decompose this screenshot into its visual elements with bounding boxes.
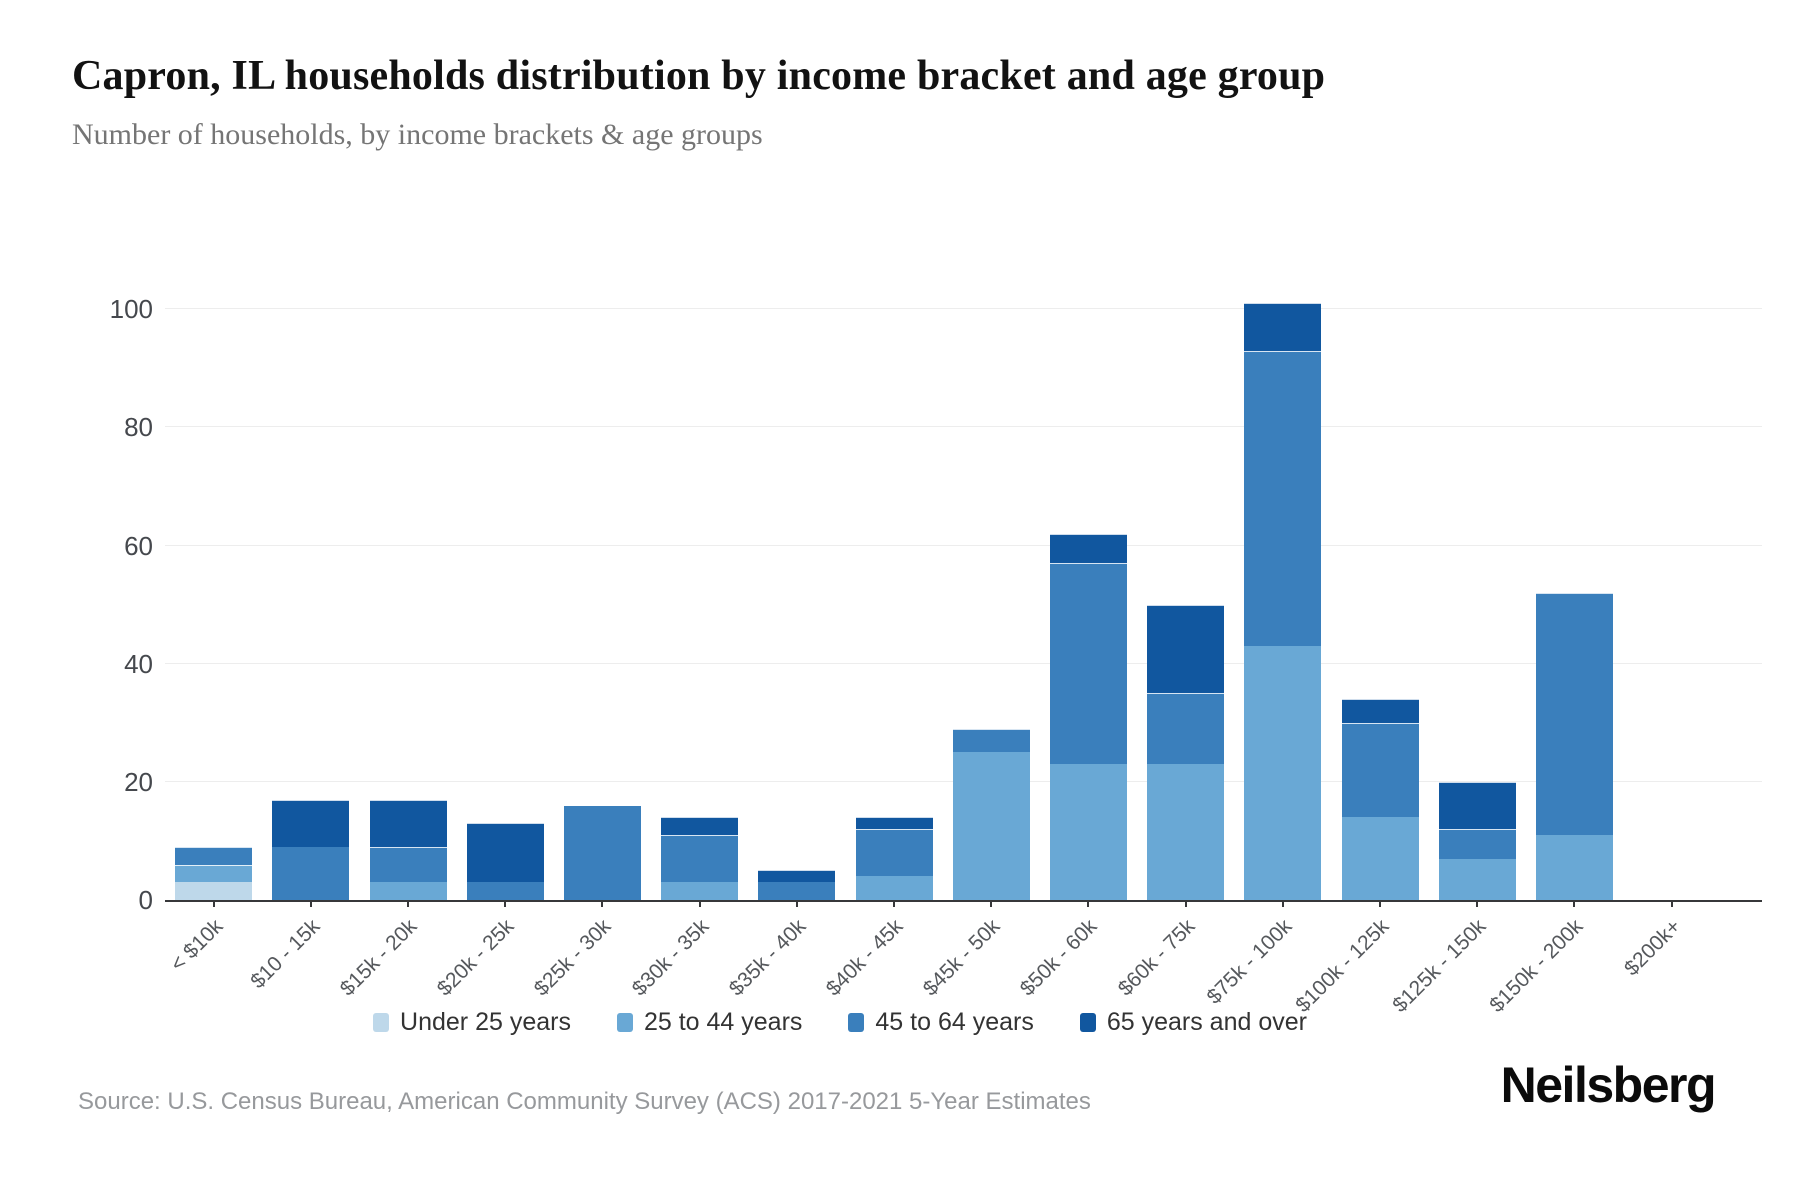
legend-item[interactable]: Under 25 years: [373, 1008, 571, 1037]
bar-segment[interactable]: [1049, 764, 1127, 900]
x-axis-tick: [990, 900, 993, 907]
y-axis-label: 0: [138, 885, 153, 915]
bar-segment[interactable]: [661, 817, 739, 836]
bar-segment[interactable]: [1341, 699, 1419, 723]
legend-item[interactable]: 25 to 44 years: [616, 1008, 803, 1037]
legend-label: Under 25 years: [400, 1008, 571, 1036]
bar-segment[interactable]: [369, 882, 447, 900]
brand-logo[interactable]: Neilsberg: [1500, 1057, 1717, 1113]
x-axis-tick: [1379, 900, 1381, 907]
bar-segment[interactable]: [1147, 604, 1225, 694]
x-axis-tick: [1476, 900, 1479, 907]
bar-segment[interactable]: [1341, 722, 1419, 818]
x-axis-tick: [212, 900, 215, 907]
y-axis-label: 60: [124, 530, 153, 561]
page-title: Capron, IL households distribution by in…: [72, 53, 1326, 99]
x-axis-tick: [795, 900, 798, 907]
x-axis-line: [165, 900, 1762, 902]
bar-segment[interactable]: [466, 823, 544, 883]
bar-segment[interactable]: [1147, 764, 1225, 900]
bar-segment[interactable]: [952, 752, 1030, 900]
bar-segment[interactable]: [952, 728, 1030, 753]
bar-segment[interactable]: [855, 876, 933, 900]
gridline: [165, 426, 1762, 428]
y-axis-label: 100: [109, 294, 153, 325]
legend-label: 65 years and over: [1106, 1008, 1307, 1036]
legend-item[interactable]: 45 to 64 years: [848, 1008, 1034, 1037]
bar-segment[interactable]: [1438, 829, 1516, 859]
bar-segment[interactable]: [272, 799, 350, 847]
source-text: Source: U.S. Census Bureau, American Com…: [78, 1088, 1091, 1115]
legend-swatch-icon: [373, 1013, 390, 1032]
bar-segment[interactable]: [175, 864, 253, 883]
bar-segment[interactable]: [1341, 817, 1419, 900]
bar-segment[interactable]: [1244, 646, 1322, 900]
x-axis-tick: [893, 900, 895, 907]
x-axis-tick: [1670, 900, 1673, 907]
x-axis-tick: [601, 900, 604, 907]
x-axis-tick: [309, 900, 312, 907]
bar-segment[interactable]: [1438, 858, 1516, 900]
bar-segment[interactable]: [758, 870, 836, 883]
bar-segment[interactable]: [272, 846, 350, 900]
x-axis-tick: [1184, 900, 1187, 907]
gridline: [165, 662, 1762, 664]
x-axis-tick: [698, 900, 701, 907]
bar-segment[interactable]: [175, 846, 253, 865]
legend-swatch-icon: [848, 1013, 865, 1032]
bar-segment[interactable]: [175, 882, 253, 900]
page-subtitle: Number of households, by income brackets…: [72, 118, 763, 151]
bar-segment[interactable]: [466, 882, 544, 900]
bar-segment[interactable]: [1049, 563, 1127, 765]
y-axis-label: 80: [124, 412, 153, 443]
x-axis-tick: [504, 900, 507, 907]
bar-segment[interactable]: [661, 882, 739, 900]
bar-segment[interactable]: [1244, 303, 1322, 351]
gridline: [165, 308, 1762, 310]
x-axis-tick: [1573, 900, 1576, 907]
bar-segment[interactable]: [1147, 693, 1225, 765]
bar-segment[interactable]: [661, 835, 739, 883]
bar-segment[interactable]: [1535, 592, 1613, 836]
bar-segment[interactable]: [1438, 781, 1516, 830]
x-axis-tick: [1281, 900, 1284, 907]
bar-segment[interactable]: [369, 846, 447, 883]
bar-segment[interactable]: [1049, 533, 1127, 564]
bar-segment[interactable]: [563, 805, 641, 900]
x-axis-tick: [407, 900, 409, 907]
legend-label: 45 to 64 years: [875, 1008, 1034, 1036]
legend-swatch-icon: [1079, 1013, 1096, 1032]
bar-segment[interactable]: [1244, 350, 1322, 646]
y-axis-label: 20: [124, 766, 153, 797]
gridline: [165, 544, 1762, 546]
bar-segment[interactable]: [1535, 835, 1613, 900]
bar-segment[interactable]: [758, 882, 836, 900]
legend: Under 25 years 25 to 44 years 45 to 64 yea…: [60, 1008, 1620, 1037]
y-axis-label: 40: [124, 648, 153, 679]
bar-segment[interactable]: [855, 829, 933, 877]
legend-label: 25 to 44 years: [643, 1008, 803, 1036]
legend-item[interactable]: 65 years and over: [1079, 1008, 1307, 1037]
bar-segment[interactable]: [855, 817, 933, 830]
legend-swatch-icon: [616, 1013, 633, 1032]
plot-area: 0 20 40 60 80 100 < $10k $10 - 15k $15k - 20k $20…: [110, 250, 1762, 1017]
x-axis-tick: [1087, 900, 1090, 907]
bar-segment[interactable]: [369, 799, 447, 847]
